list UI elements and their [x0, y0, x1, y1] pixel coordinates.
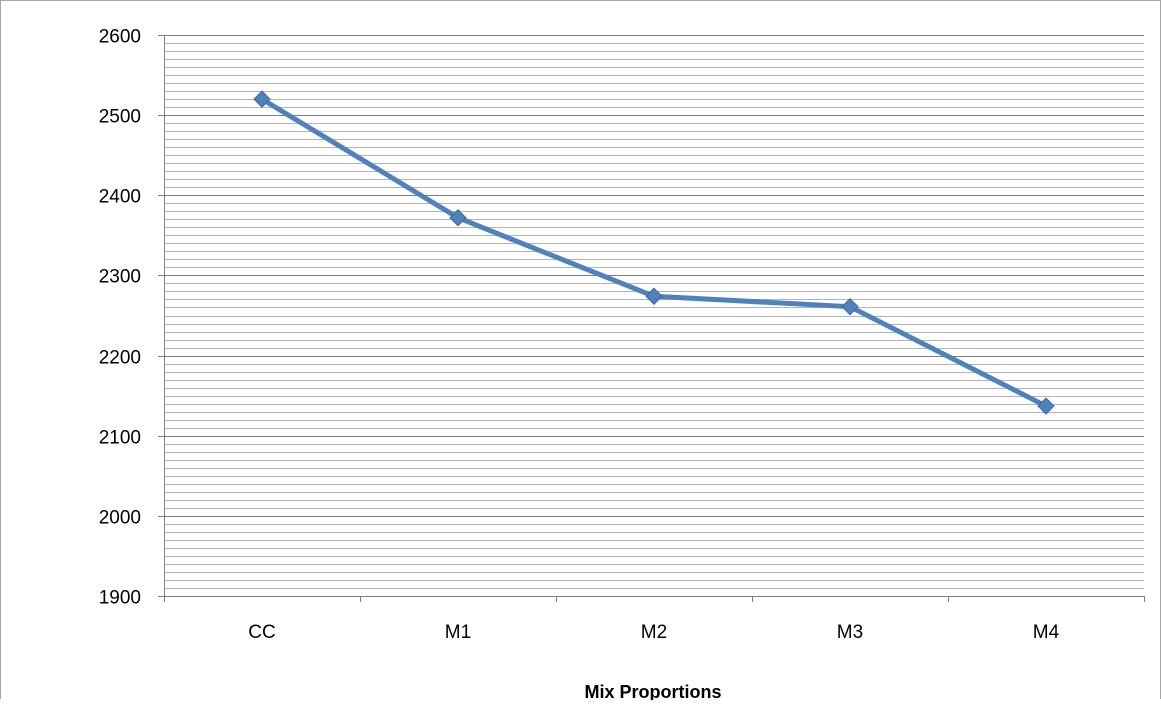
- y-axis-tick-labels: 1900 2000 2100 2200 2300 2400 2500 2600: [99, 27, 141, 609]
- y-tick-label: 2300: [99, 267, 141, 288]
- data-point-marker: [645, 287, 663, 305]
- series-line: [259, 96, 1049, 409]
- major-gridlines: [158, 35, 1144, 597]
- x-tick-label: CC: [248, 622, 275, 643]
- y-tick-label: 1900: [99, 588, 141, 609]
- data-point-marker: [841, 297, 859, 316]
- data-point-marker: [1037, 397, 1055, 415]
- x-tick-label: M2: [641, 622, 667, 643]
- y-tick-label: 2600: [99, 27, 141, 48]
- y-tick-label: 2100: [99, 428, 141, 449]
- series-group: [253, 90, 1055, 415]
- y-tick-label: 2400: [99, 187, 141, 208]
- axes: [164, 35, 1145, 602]
- x-axis-title: Mix Proportions: [584, 682, 721, 700]
- x-axis-tick-labels: CC M1 M2 M3 M4: [248, 622, 1059, 643]
- y-tick-label: 2200: [99, 348, 141, 369]
- x-tick-label: M1: [445, 622, 471, 643]
- minor-gridlines: [164, 43, 1144, 589]
- data-point-marker: [253, 90, 271, 108]
- x-tick-label: M4: [1033, 622, 1060, 643]
- x-tick-label: M3: [837, 622, 863, 643]
- y-tick-label: 2000: [99, 508, 141, 529]
- y-tick-label: 2500: [99, 107, 141, 128]
- data-point-marker: [449, 209, 467, 227]
